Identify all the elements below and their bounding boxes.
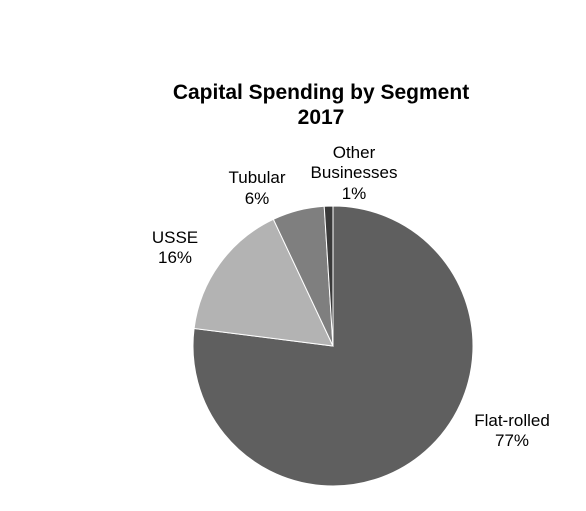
pie-slice-usse (193, 218, 334, 347)
pie-slice-other-businesses (323, 205, 334, 347)
pie-slice-flat-rolled (192, 205, 474, 487)
slice-label-flat-rolled-name: Flat-rolled (474, 411, 550, 430)
slice-label-usse-value: 16% (158, 248, 192, 267)
slice-label-flat-rolled-value: 77% (495, 431, 529, 450)
chart-title: Capital Spending by Segment (173, 81, 469, 104)
slice-label-tubular-value: 6% (245, 189, 270, 208)
slice-label-other-name-line2: Businesses (311, 163, 398, 182)
pie-slices (192, 205, 474, 487)
slice-label-usse-name: USSE (152, 228, 198, 247)
slice-label-tubular-name: Tubular (228, 168, 285, 187)
slice-label-other-name-line1: Other (333, 143, 376, 162)
chart-subtitle: 2017 (298, 106, 345, 129)
slice-label-other-value: 1% (342, 184, 367, 203)
